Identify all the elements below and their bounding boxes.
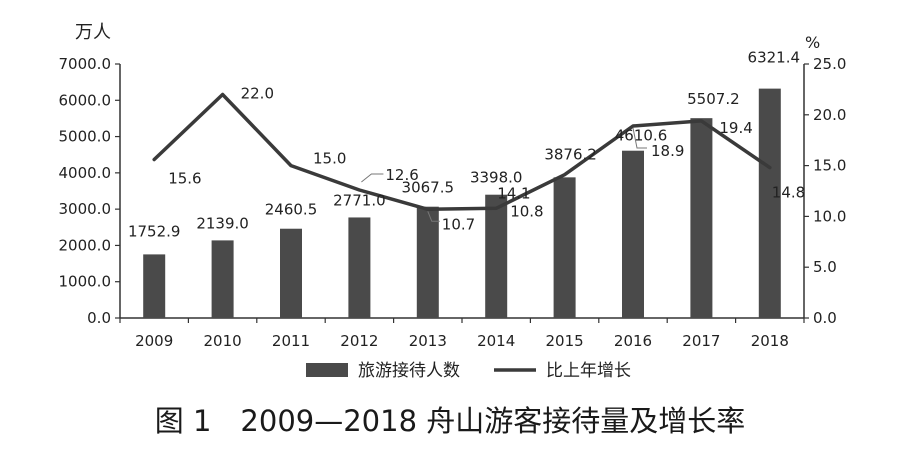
bar-value-label: 3398.0 xyxy=(470,169,523,187)
bar xyxy=(553,177,576,318)
line-value-label: 18.9 xyxy=(651,142,684,160)
figure-caption: 图 1 2009—2018 舟山游客接待量及增长率 xyxy=(154,404,746,438)
right-tick-label: 10.0 xyxy=(813,207,846,225)
bar xyxy=(143,254,166,318)
line-value-label: 22.0 xyxy=(241,84,274,102)
bar-value-label: 3876.2 xyxy=(544,145,597,163)
right-tick-label: 25.0 xyxy=(813,55,846,73)
bar xyxy=(690,118,713,318)
x-tick-label: 2009 xyxy=(135,332,173,350)
legend-label: 比上年增长 xyxy=(546,361,631,381)
x-tick-label: 2015 xyxy=(546,332,584,350)
left-tick-label: 6000.0 xyxy=(59,91,112,109)
bar xyxy=(622,150,644,318)
chart: 0.0 1000.0 2000.0 3000.0 4000.0 5000.0 6000.0 7… xyxy=(59,22,847,381)
growth-line xyxy=(152,92,772,212)
line-value-label: 14.8 xyxy=(772,184,805,202)
left-tick-label: 1000.0 xyxy=(59,273,112,291)
leader-line xyxy=(632,127,647,149)
line-value-label: 14.1 xyxy=(497,185,530,203)
x-tick-label: 2011 xyxy=(272,332,310,350)
bar-value-label: 1752.9 xyxy=(128,222,181,240)
bar xyxy=(211,240,234,318)
leader-line xyxy=(427,211,440,222)
left-tick-label: 3000.0 xyxy=(59,200,112,218)
line-value-label: 15.6 xyxy=(168,170,201,188)
legend-label: 旅游接待人数 xyxy=(358,361,460,381)
bar-value-label: 6321.4 xyxy=(748,49,801,67)
right-tick-label: 20.0 xyxy=(813,106,846,124)
line-value-label: 19.4 xyxy=(719,119,752,137)
right-tick-label: 15.0 xyxy=(813,157,846,175)
x-tick-label: 2012 xyxy=(340,332,378,350)
bar xyxy=(348,217,371,318)
bar-value-label: 4610.6 xyxy=(615,127,668,145)
left-tick-label: 2000.0 xyxy=(59,236,112,254)
line-value-label: 12.6 xyxy=(385,166,418,184)
bar xyxy=(485,194,508,318)
bar-value-label: 2771.0 xyxy=(333,191,386,209)
left-tick-label: 7000.0 xyxy=(59,55,112,73)
line-value-label: 10.7 xyxy=(442,215,475,233)
right-tick-label: 0.0 xyxy=(813,309,837,327)
line-value-label: 10.8 xyxy=(510,202,543,220)
bar xyxy=(758,88,781,318)
right-axis-unit: % xyxy=(805,33,820,52)
bar-value-label: 5507.2 xyxy=(687,90,740,108)
bar-value-label: 2460.5 xyxy=(265,201,318,219)
x-tick-label: 2013 xyxy=(409,332,447,350)
line-value-label: 15.0 xyxy=(313,150,346,168)
bar-value-label: 3067.5 xyxy=(402,179,455,197)
right-tick-label: 5.0 xyxy=(813,258,837,276)
left-tick-label: 0.0 xyxy=(87,309,111,327)
bar xyxy=(416,206,439,318)
x-tick-label: 2017 xyxy=(682,332,720,350)
bar-value-label: 2139.0 xyxy=(196,214,249,232)
x-tick-label: 2014 xyxy=(477,332,515,350)
x-tick-label: 2010 xyxy=(204,332,242,350)
leader-line xyxy=(361,173,384,183)
x-tick-label: 2018 xyxy=(751,332,789,350)
left-axis-unit: 万人 xyxy=(75,22,111,43)
x-tick-label: 2016 xyxy=(614,332,652,350)
left-tick-label: 4000.0 xyxy=(59,164,112,182)
legend-swatch-bar xyxy=(306,363,348,377)
left-tick-label: 5000.0 xyxy=(59,128,112,146)
bar xyxy=(280,228,302,318)
